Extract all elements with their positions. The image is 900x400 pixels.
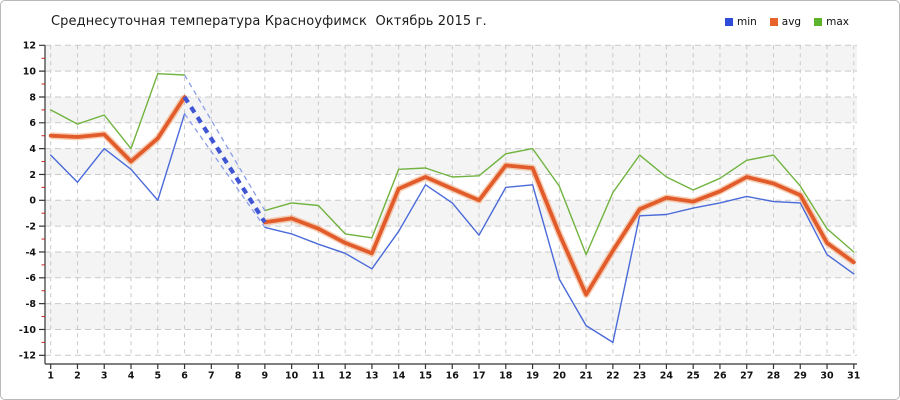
chart-legend: min avg max [724,16,849,28]
svg-text:6: 6 [181,371,188,382]
svg-text:27: 27 [740,371,753,382]
svg-text:17: 17 [472,371,485,382]
legend-item-max: max [814,16,849,28]
svg-text:14: 14 [392,371,406,382]
svg-text:5: 5 [154,371,161,382]
max-line [50,73,855,256]
svg-text:0: 0 [29,196,36,207]
svg-text:2: 2 [74,371,81,382]
svg-text:19: 19 [526,371,539,382]
svg-text:4: 4 [29,144,36,155]
max-legend-swatch [814,18,823,26]
chart-title: Среднесуточная температура Красноуфимск … [51,14,487,29]
gap-bridge-lines [182,74,267,228]
max-legend-label: max [826,16,849,28]
svg-text:-6: -6 [25,273,36,284]
legend-item-min: min [724,16,757,28]
min-legend-label: min [736,16,757,28]
svg-text:24: 24 [660,371,674,382]
min-line [50,113,855,344]
x-tick-labels: 1 2 3 4 5 6 7 8 9 10 11 12 13 14 15 16 17 18 19 20 21 22 23 24 2… [47,364,860,382]
svg-text:15: 15 [419,371,432,382]
svg-text:7: 7 [208,371,215,382]
svg-text:10: 10 [23,67,37,78]
svg-text:8: 8 [235,371,242,382]
svg-text:-8: -8 [25,299,36,310]
svg-text:30: 30 [820,371,834,382]
svg-text:4: 4 [128,371,135,382]
svg-text:12: 12 [339,371,352,382]
svg-text:26: 26 [713,371,727,382]
y-tick-labels: -12 -10 -8 -6 -4 -2 0 2 4 6 8 10 12 [19,41,45,362]
avg-line [48,95,856,298]
svg-text:12: 12 [23,41,36,52]
svg-text:3: 3 [101,371,108,382]
svg-text:-4: -4 [25,247,36,258]
bands-layer [45,45,857,330]
svg-text:-2: -2 [25,222,36,233]
svg-text:2: 2 [29,170,36,181]
grid-layer [45,44,857,356]
min-legend-swatch [724,18,733,26]
svg-text:9: 9 [262,371,269,382]
svg-text:13: 13 [365,371,378,382]
svg-text:23: 23 [633,371,646,382]
svg-text:6: 6 [29,118,36,129]
svg-text:8: 8 [29,92,36,103]
svg-text:1: 1 [47,371,54,382]
svg-text:31: 31 [847,371,860,382]
svg-text:21: 21 [579,371,592,382]
avg-legend-swatch [769,18,778,26]
svg-text:11: 11 [312,371,325,382]
svg-text:-12: -12 [19,351,36,362]
svg-text:18: 18 [499,371,513,382]
svg-text:28: 28 [767,371,781,382]
svg-text:10: 10 [285,371,299,382]
svg-text:29: 29 [794,371,807,382]
svg-text:-10: -10 [19,325,37,336]
axes-layer [44,45,857,365]
svg-text:20: 20 [553,371,567,382]
legend-item-avg: avg [769,16,802,28]
svg-text:16: 16 [446,371,460,382]
svg-text:25: 25 [687,371,700,382]
avg-legend-label: avg [781,16,802,28]
svg-text:22: 22 [606,371,619,382]
